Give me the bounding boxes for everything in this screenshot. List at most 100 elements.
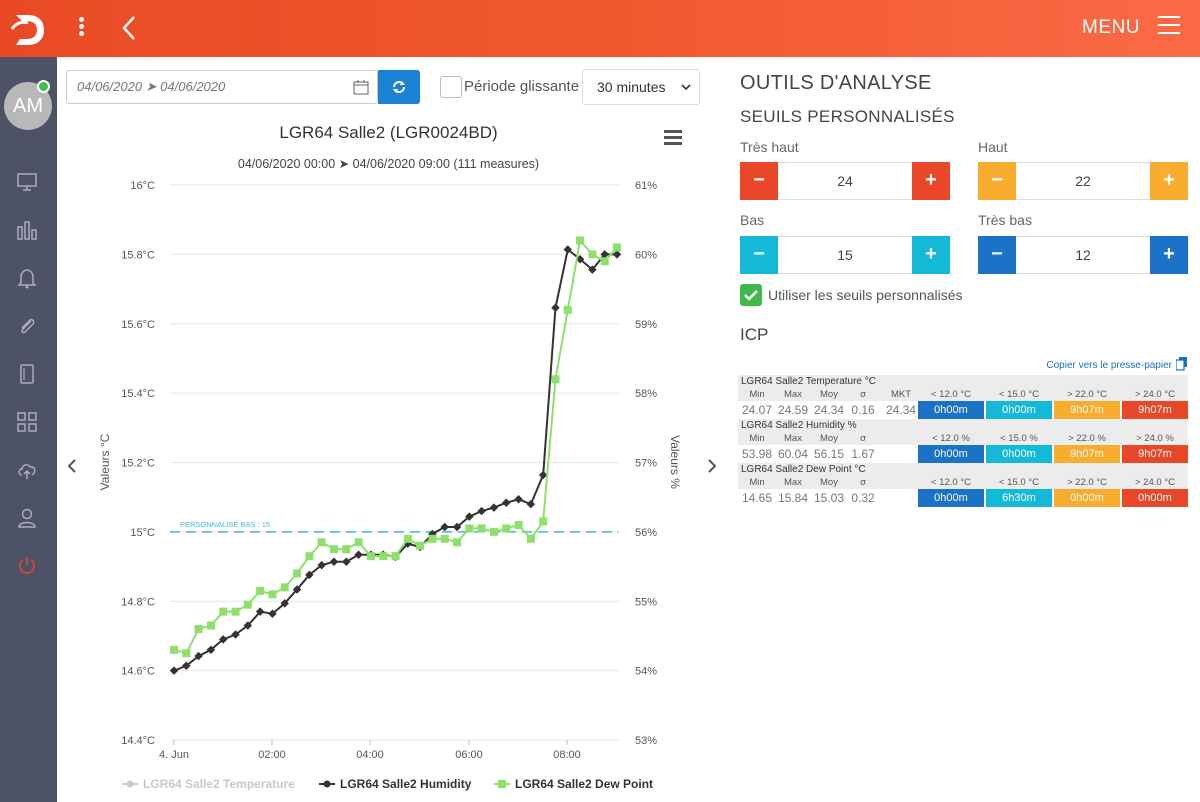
data-point — [526, 499, 536, 509]
refresh-icon — [393, 81, 405, 93]
device-icon[interactable] — [16, 363, 38, 385]
data-point — [477, 506, 486, 516]
date-range-text: 04/06/2020 ➤ 04/06/2020 — [77, 79, 226, 94]
sliding-period-checkbox[interactable] — [440, 76, 462, 98]
data-point — [255, 607, 265, 616]
icp-stat-value: 15.84 — [777, 491, 809, 505]
icp-block-title: LGR64 Salle2 Temperature °C — [738, 375, 1188, 388]
data-point — [514, 520, 523, 529]
chart-title: LGR64 Salle2 (LGR0024BD) — [279, 123, 498, 142]
menu-label[interactable]: MENU — [1082, 17, 1140, 38]
chart-menu-icon[interactable] — [664, 130, 682, 146]
icp-stat-header: MKT — [890, 389, 912, 400]
refresh-button[interactable] — [378, 70, 420, 104]
data-point — [613, 243, 621, 252]
very-low-minus-button[interactable]: − — [978, 236, 1016, 274]
icp-block-title: LGR64 Salle2 Humidity % — [738, 419, 1188, 432]
very-high-plus-button[interactable]: + — [912, 162, 950, 200]
sidebar: AM — [0, 57, 57, 802]
analysis-title: OUTILS D'ANALYSE — [740, 72, 932, 94]
y-right-tick-label: 58% — [635, 388, 657, 400]
icp-duration-cell: 0h00m — [918, 489, 984, 507]
chevron-down-icon — [681, 84, 691, 91]
icp-duration-cell: 0h00m — [986, 445, 1052, 463]
high-value[interactable]: 22 — [1075, 173, 1091, 189]
high-plus-button[interactable]: + — [1150, 162, 1188, 200]
low-plus-button[interactable]: + — [912, 236, 950, 274]
very-high-minus-button[interactable]: − — [740, 162, 778, 200]
icp-block: LGR64 Salle2 Humidity % Min Max Moy σ < 12.0 … — [738, 419, 1188, 463]
icp-stat-header: Min — [749, 477, 765, 488]
data-point — [305, 552, 314, 561]
grid-icon[interactable] — [16, 411, 38, 433]
icp-title: ICP — [740, 325, 769, 344]
icp-band-header: < 15.0 °C — [999, 477, 1039, 488]
next-period-icon[interactable] — [705, 457, 719, 475]
calendar-icon[interactable] — [353, 79, 369, 95]
paperclip-icon[interactable] — [16, 315, 38, 337]
data-point — [317, 560, 326, 570]
cloud-upload-icon[interactable] — [16, 459, 38, 481]
x-tick-label: 04:00 — [356, 749, 384, 761]
low-minus-button[interactable]: − — [740, 236, 778, 274]
y-left-tick-label: 14.8°C — [121, 596, 155, 608]
y-left-axis-label: Valeurs °C — [98, 433, 112, 490]
icp-stat-value: 53.98 — [741, 447, 773, 461]
icp-band-header: > 24.0 °C — [1135, 477, 1175, 488]
check-icon — [744, 290, 758, 301]
data-point — [329, 545, 338, 554]
sliding-period-label: Période glissante — [464, 78, 580, 95]
series-line — [173, 238, 618, 655]
user-icon[interactable] — [16, 507, 38, 529]
y-left-tick-label: 15.8°C — [121, 249, 155, 261]
data-point — [182, 649, 191, 658]
bell-icon[interactable] — [16, 267, 38, 289]
bar-chart-icon[interactable] — [16, 219, 38, 241]
y-left-tick-label: 16°C — [130, 180, 155, 192]
chart-panel: 04/06/2020 ➤ 04/06/2020 Période glissant… — [57, 57, 720, 802]
monitor-icon[interactable] — [16, 171, 38, 193]
data-point — [588, 250, 597, 259]
low-value[interactable]: 15 — [837, 247, 853, 263]
very-low-plus-button[interactable]: + — [1150, 236, 1188, 274]
use-thresholds-checkbox[interactable] — [740, 284, 762, 306]
copy-clipboard-link[interactable]: Copier vers le presse-papier — [1046, 360, 1172, 371]
y-left-tick-label: 14.4°C — [121, 735, 155, 747]
x-tick-label: 02:00 — [258, 749, 286, 761]
prev-period-icon[interactable] — [65, 457, 79, 475]
hamburger-menu-icon[interactable] — [1158, 16, 1180, 36]
data-point — [342, 545, 351, 554]
data-point — [563, 305, 572, 314]
back-arrow-icon[interactable] — [118, 13, 142, 43]
data-point — [428, 534, 437, 543]
analysis-panel: OUTILS D'ANALYSE SEUILS PERSONNALISÉS Tr… — [720, 57, 1200, 802]
icp-stat-header: σ — [860, 433, 866, 444]
data-point — [219, 607, 228, 616]
date-range-input[interactable]: 04/06/2020 ➤ 04/06/2020 — [66, 70, 378, 104]
clipboard-icon[interactable] — [1176, 357, 1188, 371]
icp-stat-value: 24.34 — [813, 403, 845, 417]
icp-band-header: < 12.0 °C — [931, 389, 971, 400]
data-point — [169, 666, 179, 675]
high-minus-button[interactable]: − — [978, 162, 1016, 200]
icp-duration-cell: 0h00m — [1122, 489, 1188, 507]
very-high-value[interactable]: 24 — [837, 173, 853, 189]
data-point — [416, 541, 425, 550]
kebab-menu-icon[interactable] — [74, 15, 88, 41]
threshold-high-stepper: − 22 + — [978, 162, 1188, 200]
logo-icon[interactable] — [10, 9, 48, 49]
interval-select[interactable]: 30 minutes — [582, 69, 700, 105]
data-point — [342, 557, 351, 566]
icp-stat-header: Max — [784, 389, 802, 400]
top-bar: MENU — [0, 0, 1200, 57]
x-tick-label: 06:00 — [455, 749, 483, 761]
data-point — [477, 524, 486, 533]
power-icon[interactable] — [16, 555, 38, 577]
data-point — [465, 524, 474, 533]
data-point — [600, 257, 609, 266]
icp-band-header: > 22.0 °C — [1067, 389, 1107, 400]
data-point — [452, 522, 462, 532]
very-low-value[interactable]: 12 — [1075, 247, 1091, 263]
icp-duration-cell: 0h00m — [986, 401, 1052, 419]
icp-duration-cell: 9h07m — [1122, 445, 1188, 463]
